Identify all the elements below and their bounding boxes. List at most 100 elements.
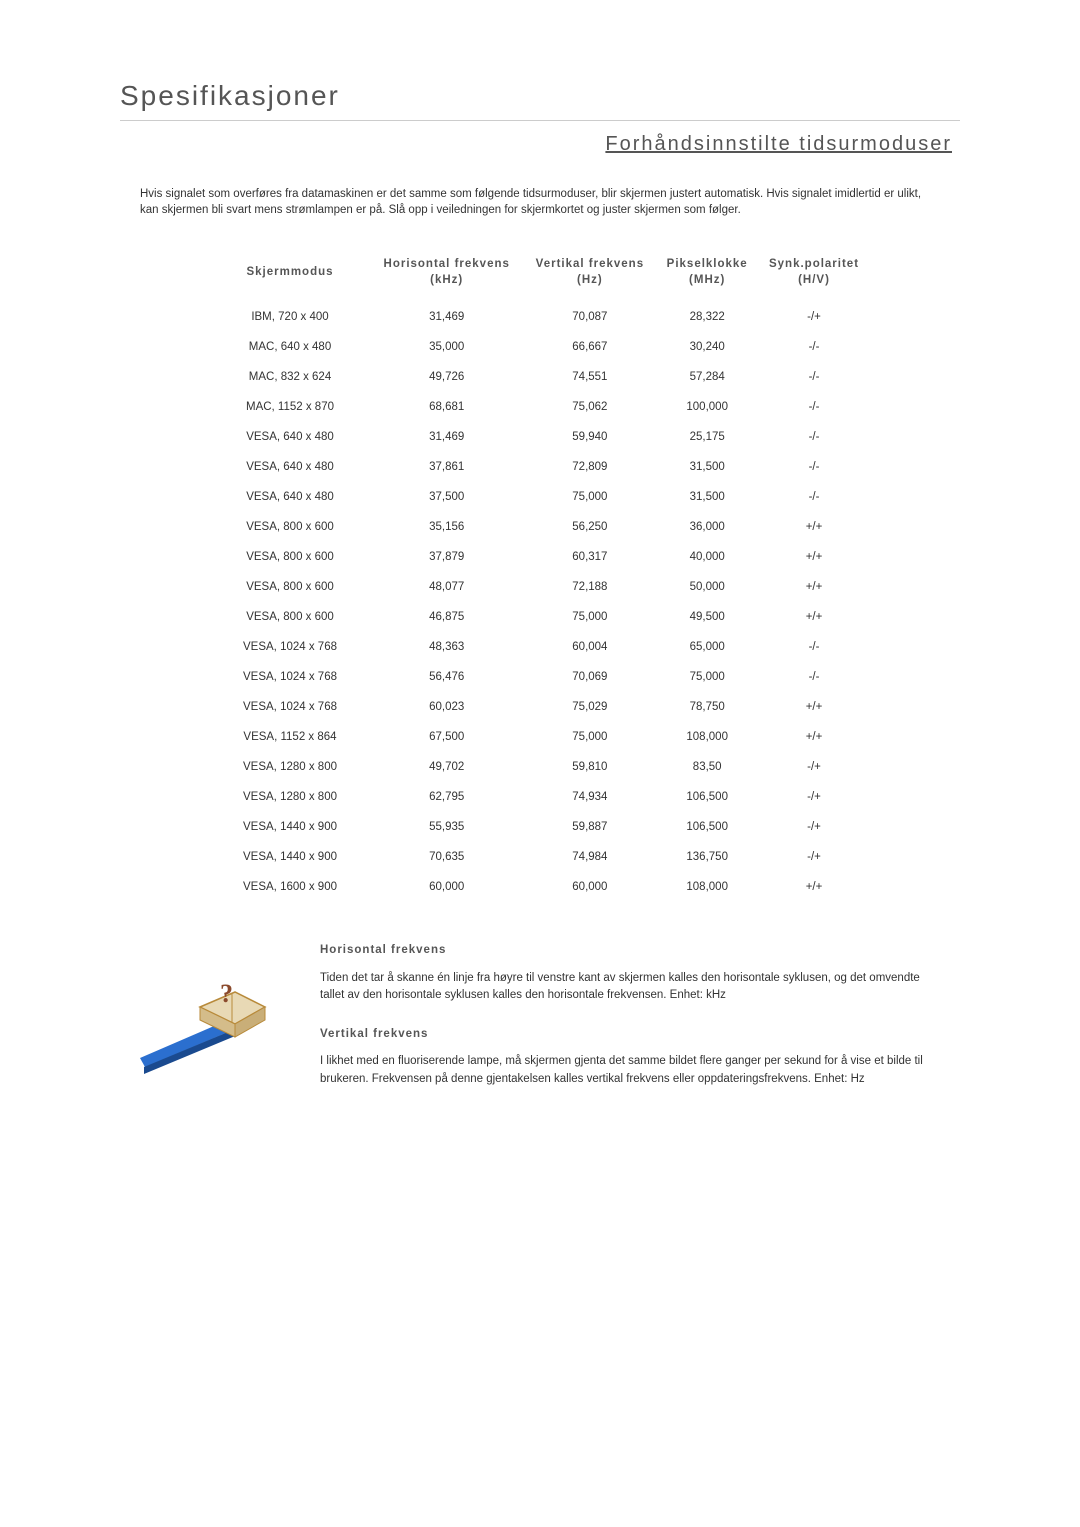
table-cell: +/+ bbox=[758, 602, 870, 632]
table-cell: 48,363 bbox=[370, 632, 523, 662]
vfreq-body: I likhet med en fluoriserende lampe, må … bbox=[320, 1053, 940, 1088]
table-row: VESA, 800 x 60048,07772,18850,000+/+ bbox=[210, 572, 870, 602]
table-cell: -/- bbox=[758, 362, 870, 392]
table-row: VESA, 640 x 48037,86172,80931,500-/- bbox=[210, 452, 870, 482]
table-cell: -/+ bbox=[758, 812, 870, 842]
table-cell: -/- bbox=[758, 482, 870, 512]
table-cell: 70,635 bbox=[370, 842, 523, 872]
table-cell: 48,077 bbox=[370, 572, 523, 602]
table-cell: 83,50 bbox=[656, 752, 758, 782]
table-cell: -/+ bbox=[758, 302, 870, 332]
table-cell: 31,500 bbox=[656, 452, 758, 482]
table-cell: -/+ bbox=[758, 842, 870, 872]
table-cell: 106,500 bbox=[656, 812, 758, 842]
hfreq-body: Tiden det tar å skanne én linje fra høyr… bbox=[320, 970, 940, 1005]
table-row: VESA, 1024 x 76860,02375,02978,750+/+ bbox=[210, 692, 870, 722]
table-cell: 67,500 bbox=[370, 722, 523, 752]
table-cell: 60,000 bbox=[523, 872, 656, 902]
table-cell: +/+ bbox=[758, 692, 870, 722]
table-row: VESA, 640 x 48037,50075,00031,500-/- bbox=[210, 482, 870, 512]
table-cell: VESA, 1152 x 864 bbox=[210, 722, 370, 752]
section-heading: Forhåndsinnstilte tidsurmoduser bbox=[120, 133, 960, 156]
table-row: VESA, 1024 x 76856,47670,06975,000-/- bbox=[210, 662, 870, 692]
svg-text:?: ? bbox=[220, 979, 233, 1008]
table-cell: 59,887 bbox=[523, 812, 656, 842]
table-cell: 75,029 bbox=[523, 692, 656, 722]
table-cell: VESA, 640 x 480 bbox=[210, 422, 370, 452]
table-cell: MAC, 1152 x 870 bbox=[210, 392, 370, 422]
table-cell: MAC, 640 x 480 bbox=[210, 332, 370, 362]
table-cell: 75,000 bbox=[523, 482, 656, 512]
table-cell: 25,175 bbox=[656, 422, 758, 452]
table-cell: 72,188 bbox=[523, 572, 656, 602]
definitions-text: Horisontal frekvens Tiden det tar å skan… bbox=[320, 942, 940, 1110]
table-cell: 60,317 bbox=[523, 542, 656, 572]
table-header-row: Skjermmodus Horisontal frekvens(kHz) Ver… bbox=[210, 248, 870, 302]
table-cell: 75,000 bbox=[523, 722, 656, 752]
table-cell: 49,500 bbox=[656, 602, 758, 632]
table-cell: 75,000 bbox=[523, 602, 656, 632]
table-cell: 35,156 bbox=[370, 512, 523, 542]
table-cell: 56,476 bbox=[370, 662, 523, 692]
table-cell: 60,000 bbox=[370, 872, 523, 902]
table-cell: VESA, 800 x 600 bbox=[210, 572, 370, 602]
table-cell: 31,469 bbox=[370, 422, 523, 452]
table-cell: -/- bbox=[758, 452, 870, 482]
table-cell: 50,000 bbox=[656, 572, 758, 602]
table-cell: VESA, 1024 x 768 bbox=[210, 632, 370, 662]
table-cell: 31,500 bbox=[656, 482, 758, 512]
table-cell: -/- bbox=[758, 632, 870, 662]
table-cell: 31,469 bbox=[370, 302, 523, 332]
table-cell: 72,809 bbox=[523, 452, 656, 482]
info-book-icon: ? bbox=[140, 942, 290, 1110]
col-header-vfreq: Vertikal frekvens(Hz) bbox=[523, 248, 656, 302]
table-cell: 49,726 bbox=[370, 362, 523, 392]
table-cell: +/+ bbox=[758, 512, 870, 542]
table-row: VESA, 1600 x 90060,00060,000108,000+/+ bbox=[210, 872, 870, 902]
table-cell: 56,250 bbox=[523, 512, 656, 542]
table-cell: 46,875 bbox=[370, 602, 523, 632]
col-header-mode: Skjermmodus bbox=[210, 248, 370, 302]
table-cell: 40,000 bbox=[656, 542, 758, 572]
table-row: VESA, 800 x 60046,87575,00049,500+/+ bbox=[210, 602, 870, 632]
table-row: VESA, 1280 x 80062,79574,934106,500-/+ bbox=[210, 782, 870, 812]
table-cell: 60,023 bbox=[370, 692, 523, 722]
table-cell: VESA, 640 x 480 bbox=[210, 452, 370, 482]
table-cell: 59,810 bbox=[523, 752, 656, 782]
table-cell: 62,795 bbox=[370, 782, 523, 812]
table-cell: VESA, 800 x 600 bbox=[210, 602, 370, 632]
table-cell: MAC, 832 x 624 bbox=[210, 362, 370, 392]
table-cell: 35,000 bbox=[370, 332, 523, 362]
table-cell: 36,000 bbox=[656, 512, 758, 542]
table-row: MAC, 832 x 62449,72674,55157,284-/- bbox=[210, 362, 870, 392]
table-row: VESA, 1440 x 90070,63574,984136,750-/+ bbox=[210, 842, 870, 872]
table-cell: 59,940 bbox=[523, 422, 656, 452]
table-cell: 30,240 bbox=[656, 332, 758, 362]
hfreq-label: Horisontal frekvens bbox=[320, 942, 940, 959]
table-cell: VESA, 1440 x 900 bbox=[210, 842, 370, 872]
table-row: MAC, 1152 x 87068,68175,062100,000-/- bbox=[210, 392, 870, 422]
table-row: VESA, 640 x 48031,46959,94025,175-/- bbox=[210, 422, 870, 452]
table-cell: -/- bbox=[758, 392, 870, 422]
table-cell: -/+ bbox=[758, 782, 870, 812]
table-cell: VESA, 1280 x 800 bbox=[210, 752, 370, 782]
table-cell: 65,000 bbox=[656, 632, 758, 662]
table-cell: -/- bbox=[758, 422, 870, 452]
table-cell: VESA, 1280 x 800 bbox=[210, 782, 370, 812]
table-cell: 70,087 bbox=[523, 302, 656, 332]
table-cell: VESA, 1024 x 768 bbox=[210, 692, 370, 722]
table-cell: 68,681 bbox=[370, 392, 523, 422]
table-cell: 66,667 bbox=[523, 332, 656, 362]
table-row: VESA, 800 x 60037,87960,31740,000+/+ bbox=[210, 542, 870, 572]
table-cell: 60,004 bbox=[523, 632, 656, 662]
table-cell: 78,750 bbox=[656, 692, 758, 722]
table-cell: -/- bbox=[758, 332, 870, 362]
table-cell: 55,935 bbox=[370, 812, 523, 842]
col-header-polarity: Synk.polaritet(H/V) bbox=[758, 248, 870, 302]
table-cell: 74,551 bbox=[523, 362, 656, 392]
table-cell: 37,861 bbox=[370, 452, 523, 482]
table-row: MAC, 640 x 48035,00066,66730,240-/- bbox=[210, 332, 870, 362]
table-cell: 37,879 bbox=[370, 542, 523, 572]
table-cell: 28,322 bbox=[656, 302, 758, 332]
table-cell: 49,702 bbox=[370, 752, 523, 782]
